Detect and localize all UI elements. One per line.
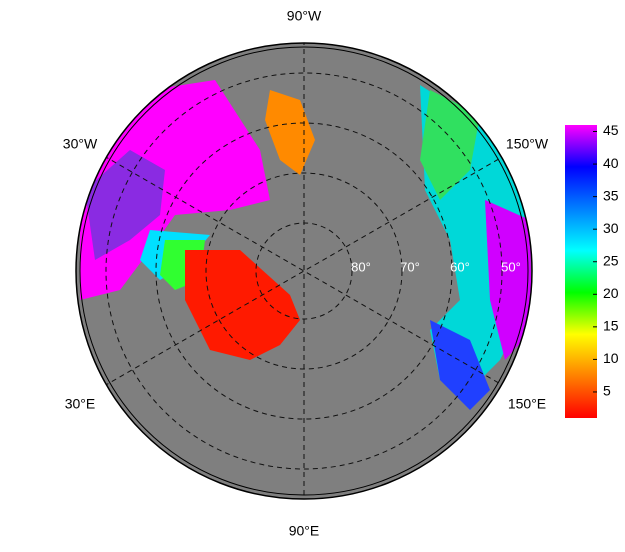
graticule: [103, 155, 505, 387]
colorbar-tick-label: 25: [603, 252, 619, 268]
lat-label: 80°: [351, 259, 371, 274]
colorbar-tick-label: 20: [603, 285, 619, 301]
lon-label: 150°W: [506, 136, 549, 152]
map-border-inner: [79, 46, 529, 496]
field-east-high: [485, 200, 532, 360]
lat-label: 50°: [501, 259, 521, 274]
colorbar-tick-label: 40: [603, 155, 619, 171]
colorbar-tick-label: 35: [603, 187, 619, 203]
field-high: [80, 80, 270, 300]
lon-label: 150°E: [508, 396, 546, 412]
colorbar-tick-label: 10: [603, 350, 619, 366]
colorbar-ticks: 5 10 15 20 25 30 35 40 45: [593, 122, 619, 399]
field-orange: [265, 90, 315, 175]
field-violet: [85, 150, 165, 260]
field-east-blue: [430, 320, 490, 410]
lon-label: 90°W: [287, 8, 322, 24]
lat-label: 60°: [450, 259, 470, 274]
map-disk: [76, 43, 532, 499]
colorbar-tick-label: 30: [603, 220, 619, 236]
lat-label: 70°: [400, 259, 420, 274]
lon-label: 30°E: [65, 396, 96, 412]
colorbar-tick-label: 45: [603, 122, 619, 138]
graticule: [103, 155, 505, 387]
lon-label: 30°W: [63, 136, 98, 152]
graticule: [105, 72, 503, 470]
field-east-green: [420, 90, 480, 200]
map-border: [75, 42, 533, 500]
colorbar-tick-label: 15: [603, 318, 619, 334]
lon-label: 90°E: [289, 523, 320, 539]
colorbar-tick-label: 5: [603, 383, 611, 399]
colorbar: [565, 125, 597, 418]
field-low: [185, 250, 300, 360]
